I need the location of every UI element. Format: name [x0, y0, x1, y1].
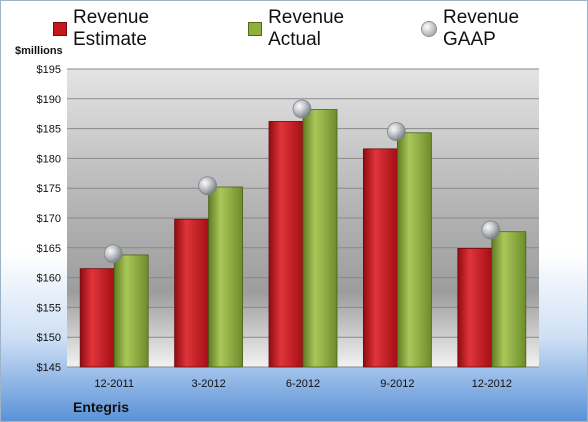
y-tick-label: $145	[37, 362, 61, 374]
legend-item-estimate: Revenue Estimate	[53, 7, 228, 51]
bar-revenue-actual	[396, 132, 432, 368]
bar-revenue-estimate	[268, 121, 304, 368]
bar-revenue-estimate	[79, 268, 115, 368]
bar-revenue-estimate	[174, 218, 210, 368]
x-axis-ticks: 12-2011 3-2012 6-2012 9-2012 12-2012	[94, 378, 512, 390]
marker-revenue-gaap	[292, 99, 312, 119]
legend: Revenue Estimate Revenue Actual Revenue …	[53, 7, 577, 50]
bar-revenue-actual	[208, 186, 244, 368]
legend-item-actual: Revenue Actual	[248, 7, 401, 51]
y-unit-label: $millions	[15, 45, 63, 57]
x-tick-label: 12-2011	[94, 378, 134, 390]
legend-label-estimate: Revenue Estimate	[72, 7, 150, 50]
legend-label-actual: Revenue Actual	[268, 7, 345, 50]
bar-revenue-estimate	[457, 247, 493, 368]
bar-revenue-estimate	[362, 148, 398, 368]
legend-label-gaap: Revenue GAAP	[443, 7, 520, 50]
legend-item-gaap: Revenue GAAP	[421, 7, 577, 51]
y-tick-label: $195	[37, 64, 61, 76]
y-tick-label: $185	[37, 124, 61, 136]
x-tick-label: 6-2012	[286, 378, 320, 390]
x-tick-label: 3-2012	[191, 378, 225, 390]
y-axis-ticks: $145 $150 $155 $160 $165 $170 $175 $180 $185 $190…	[37, 64, 61, 374]
legend-swatch-estimate	[53, 22, 67, 36]
company-name: Entegris	[73, 399, 130, 415]
y-tick-label: $180	[37, 153, 61, 165]
bar-revenue-actual	[113, 254, 149, 368]
x-tick-label: 12-2012	[472, 378, 512, 390]
legend-swatch-gaap	[421, 21, 437, 37]
bars	[79, 99, 527, 368]
marker-revenue-gaap	[198, 176, 218, 196]
bar-revenue-actual	[491, 231, 527, 368]
x-tick-label: 9-2012	[380, 378, 414, 390]
marker-revenue-gaap	[386, 122, 406, 141]
marker-revenue-gaap	[103, 244, 123, 264]
y-tick-label: $150	[37, 332, 61, 344]
y-tick-label: $165	[37, 243, 61, 255]
y-tick-label: $155	[37, 302, 61, 314]
legend-swatch-actual	[248, 22, 263, 36]
bar-revenue-actual	[302, 109, 338, 368]
y-tick-label: $190	[37, 94, 61, 106]
marker-revenue-gaap	[481, 220, 501, 240]
y-tick-label: $160	[37, 273, 61, 285]
y-tick-label: $175	[37, 183, 61, 195]
y-tick-label: $170	[37, 213, 61, 225]
